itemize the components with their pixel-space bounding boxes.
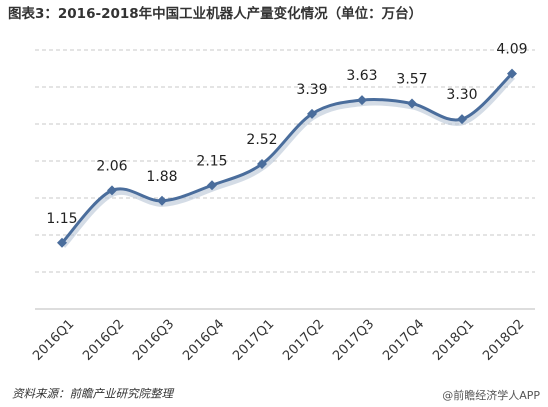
marker [157,195,167,206]
x-tick-label: 2018Q2 [480,317,527,364]
chart-title: 图表3：2016-2018年中国工业机器人产量变化情况（单位：万台） [8,5,422,22]
value-label: 2.15 [196,153,227,169]
value-label: 4.09 [496,42,527,58]
x-tick-label: 2017Q4 [380,317,427,364]
x-tick-label: 2017Q2 [280,317,327,364]
x-tick-label: 2016Q4 [180,317,227,364]
marker [507,68,517,79]
value-label: 2.06 [96,158,127,174]
x-tick-label: 2016Q1 [30,317,77,364]
line-shadow [60,74,516,248]
value-label: 3.63 [346,68,377,84]
marker [457,114,467,125]
value-label: 2.52 [246,132,277,148]
x-tick-label: 2017Q1 [230,317,277,364]
value-label: 3.39 [296,82,327,98]
value-label: 1.15 [46,211,77,227]
marker [357,95,367,106]
watermark: @前瞻经济学人APP [442,388,540,402]
marker [207,180,217,191]
x-tick-label: 2016Q2 [80,317,127,364]
marker [57,237,67,248]
marker [107,185,117,196]
value-label: 3.57 [396,72,427,88]
value-label: 1.88 [146,169,177,185]
line [60,72,514,244]
x-tick-label: 2016Q3 [130,317,177,364]
x-tick-label: 2017Q3 [330,317,377,364]
marker [257,158,267,169]
source: 资料来源：前瞻产业研究院整理 [12,387,174,401]
marker [307,108,317,119]
marker [407,98,417,109]
value-label: 3.30 [446,87,477,103]
x-tick-label: 2018Q1 [430,317,477,364]
